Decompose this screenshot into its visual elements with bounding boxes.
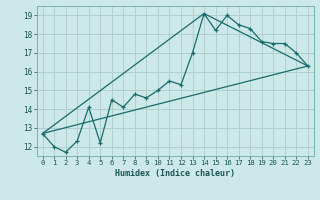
X-axis label: Humidex (Indice chaleur): Humidex (Indice chaleur) xyxy=(115,169,235,178)
